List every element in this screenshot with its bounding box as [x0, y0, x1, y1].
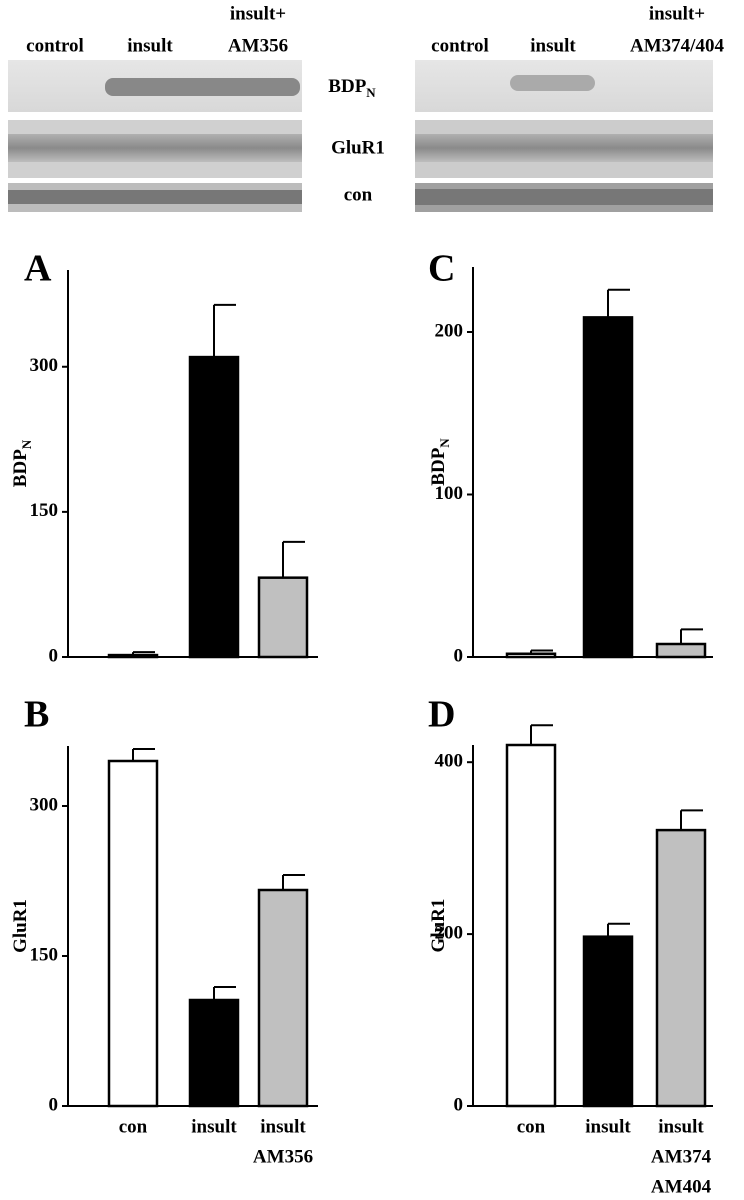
lane-label: insult+	[230, 3, 286, 24]
y-tick-label: 400	[435, 751, 464, 772]
x-tick-label: AM374	[651, 1146, 712, 1167]
y-tick-label: 200	[435, 922, 464, 943]
y-axis-label: BDPN	[10, 439, 34, 487]
y-axis-label: GluR1	[428, 899, 449, 953]
y-axis-label-sub: N	[19, 439, 34, 449]
row-label: GluR1	[331, 137, 385, 158]
bar	[257, 888, 309, 1108]
y-tick-label: 300	[30, 355, 59, 376]
bar	[107, 653, 159, 659]
bar	[582, 935, 634, 1108]
blot-left	[8, 60, 302, 212]
blot-right	[415, 60, 713, 212]
y-tick-label: 0	[454, 645, 464, 666]
y-axis-label-sub: N	[437, 438, 452, 448]
lane-label: insult+	[649, 3, 705, 24]
lane-label: control	[431, 35, 489, 56]
y-tick-label: 150	[30, 500, 59, 521]
bar	[188, 998, 240, 1108]
panel-label: A	[24, 248, 52, 290]
bar	[505, 652, 557, 659]
bar	[505, 743, 557, 1108]
bar	[655, 642, 707, 659]
x-tick-label: insult	[191, 1116, 237, 1137]
x-tick-label: insult	[585, 1116, 631, 1137]
lane-label: AM374/404	[630, 35, 724, 56]
lane-label: control	[26, 35, 84, 56]
y-axis-label: GluR1	[10, 899, 31, 953]
x-tick-label: con	[119, 1116, 148, 1137]
y-tick-label: 300	[30, 794, 59, 815]
bar	[188, 355, 240, 659]
lane-label: AM356	[228, 35, 288, 56]
bar	[582, 316, 634, 659]
lane-label: insult	[530, 35, 576, 56]
y-tick-label: 100	[435, 483, 464, 504]
panel-label: D	[428, 694, 455, 736]
panel-label: B	[24, 694, 49, 736]
row-label: BDPN	[328, 76, 376, 100]
y-axis-label: BDPN	[428, 438, 452, 486]
x-tick-label: AM404	[651, 1176, 712, 1197]
y-axis-label-text: BDP	[10, 449, 31, 487]
y-tick-label: 200	[435, 320, 464, 341]
bar	[107, 759, 159, 1108]
bar	[257, 576, 309, 659]
y-tick-label: 0	[49, 1094, 59, 1115]
y-tick-label: 0	[49, 645, 59, 666]
x-tick-label: con	[517, 1116, 546, 1137]
bar	[655, 828, 707, 1108]
row-label: con	[344, 184, 373, 205]
y-tick-label: 150	[30, 944, 59, 965]
y-axis-label-text: BDP	[428, 447, 449, 485]
y-axis-label-text: GluR1	[428, 899, 449, 953]
x-tick-label: AM356	[253, 1146, 313, 1167]
x-tick-label: insult	[658, 1116, 704, 1137]
lane-label: insult	[127, 35, 173, 56]
x-tick-label: insult	[260, 1116, 306, 1137]
panel-label: C	[428, 248, 455, 290]
y-axis-label-text: GluR1	[10, 899, 31, 953]
y-tick-label: 0	[454, 1094, 464, 1115]
